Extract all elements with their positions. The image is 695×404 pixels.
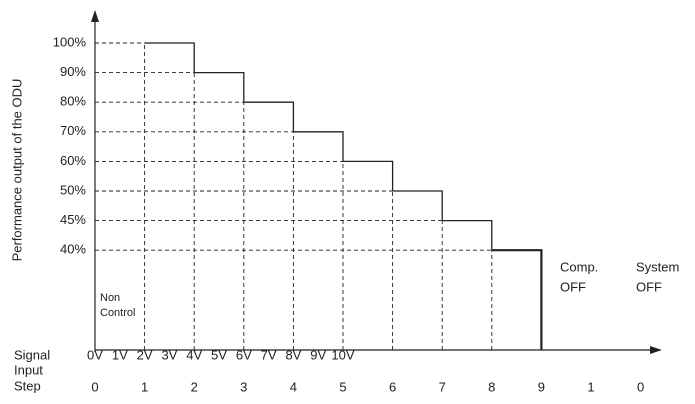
y-tick-label: 60% <box>60 153 86 168</box>
y-tick-label: 45% <box>60 212 86 227</box>
x-tick-label: 0 <box>91 379 98 394</box>
signal-label: 10V <box>331 347 354 362</box>
annotation: Non <box>100 292 120 304</box>
x-tick-label: 4 <box>290 379 297 394</box>
x-tick-label: 8 <box>488 379 495 394</box>
y-tick-label: 70% <box>60 123 86 138</box>
y-axis-title: Performance output of the ODU <box>9 79 24 262</box>
signal-label: 5V <box>211 347 227 362</box>
signal-label: 1V <box>112 347 128 362</box>
signal-label: 7V <box>261 347 277 362</box>
step <box>491 249 543 350</box>
annotation: OFF <box>560 279 586 294</box>
x-tick-label: 5 <box>339 379 346 394</box>
annotation: OFF <box>636 279 662 294</box>
x-tick-label: 6 <box>389 379 396 394</box>
x-tick-label: 7 <box>439 379 446 394</box>
row-label: Signal <box>14 347 50 362</box>
step <box>293 131 344 162</box>
y-axis-arrow <box>91 10 99 22</box>
y-tick-label: 50% <box>60 182 86 197</box>
y-tick-label: 100% <box>53 34 87 49</box>
signal-label: 9V <box>310 347 326 362</box>
signal-label: 8V <box>285 347 301 362</box>
x-tick-label: 1 <box>587 379 594 394</box>
signal-label: 0V <box>87 347 103 362</box>
annotation: System <box>636 259 679 274</box>
signal-label: 3V <box>161 347 177 362</box>
signal-label: 6V <box>236 347 252 362</box>
step <box>144 42 195 73</box>
x-axis-arrow <box>650 346 662 354</box>
step <box>343 160 394 191</box>
row-label: Step <box>14 378 41 393</box>
y-tick-label: 80% <box>60 94 86 109</box>
signal-label: 4V <box>186 347 202 362</box>
x-tick-label: 0 <box>637 379 644 394</box>
y-tick-label: 90% <box>60 64 86 79</box>
signal-label: 2V <box>137 347 153 362</box>
x-tick-label: 9 <box>538 379 545 394</box>
y-tick-label: 40% <box>60 242 86 257</box>
step <box>194 71 245 103</box>
step <box>442 219 493 251</box>
row-label: Input <box>14 362 43 377</box>
x-tick-label: 3 <box>240 379 247 394</box>
annotation: Comp. <box>560 259 598 274</box>
x-tick-label: 1 <box>141 379 148 394</box>
x-tick-label: 2 <box>191 379 198 394</box>
step <box>392 190 443 221</box>
annotation: Control <box>100 307 135 319</box>
step <box>243 101 295 132</box>
